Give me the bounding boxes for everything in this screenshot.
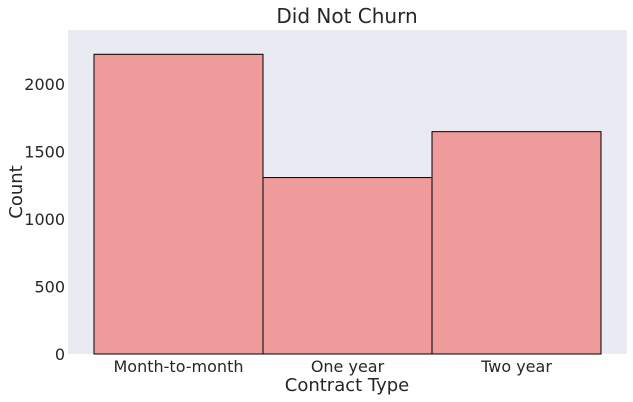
x-tick-label: One year (311, 357, 385, 376)
bars-group (93, 53, 602, 355)
y-tick-label: 0 (55, 345, 65, 364)
x-tick-label: Month-to-month (114, 357, 244, 376)
x-axis-label: Contract Type (285, 375, 410, 396)
bar-one-year (262, 177, 433, 355)
y-tick-labels: 0 500 1000 1500 2000 (24, 75, 65, 364)
bar-two-year (431, 131, 602, 355)
y-axis-label: Count (6, 165, 27, 218)
x-tick-labels: Month-to-month One year Two year (114, 357, 553, 376)
y-tick-label: 500 (34, 278, 65, 297)
y-tick-label: 1000 (24, 210, 65, 229)
y-tick-label: 2000 (24, 75, 65, 94)
y-tick-label: 1500 (24, 143, 65, 162)
chart-title: Did Not Churn (276, 4, 417, 28)
x-tick-label: Two year (480, 357, 552, 376)
bar-month-to-month (93, 53, 264, 355)
